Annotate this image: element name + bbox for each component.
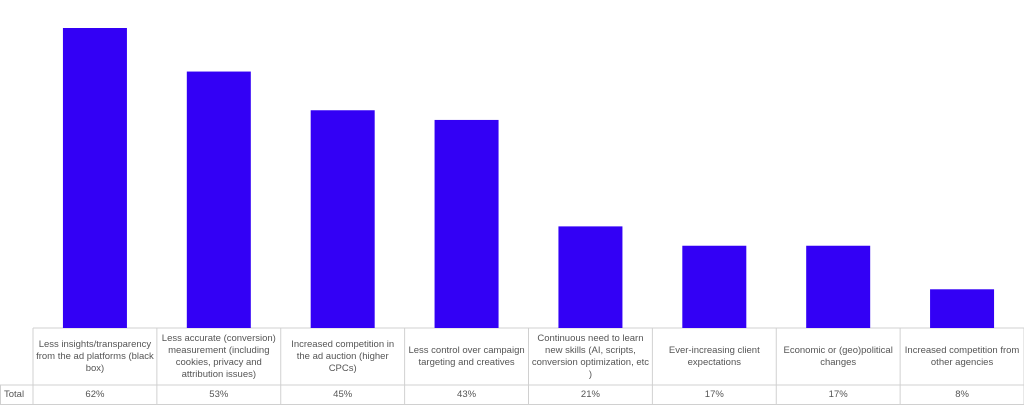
bar xyxy=(558,226,623,328)
value-label: 17% xyxy=(704,389,724,400)
row-label: Total xyxy=(4,389,25,400)
value-label: 21% xyxy=(580,389,600,400)
category-label: Economic or (geo)political changes xyxy=(783,345,893,368)
category-label: Less accurate (conversion) measurement (… xyxy=(161,333,276,380)
bar xyxy=(930,289,995,328)
value-label: 45% xyxy=(333,389,353,400)
value-label: 43% xyxy=(457,389,477,400)
category-label: Increased competition from other agencie… xyxy=(904,345,1020,368)
value-label: 53% xyxy=(209,389,229,400)
bar xyxy=(62,28,127,328)
category-label: Ever-increasing client expectations xyxy=(668,345,760,368)
category-label: Less control over campaign targeting and… xyxy=(408,345,525,368)
category-label: Continuous need to learn new skills (AI,… xyxy=(531,333,650,380)
value-label: 17% xyxy=(828,389,848,400)
bar xyxy=(682,245,747,328)
value-label: 62% xyxy=(85,389,105,400)
category-label: Increased competition in the ad auction … xyxy=(291,339,395,374)
category-label: Less insights/transparency from the ad p… xyxy=(36,339,154,374)
bar xyxy=(434,119,499,328)
bar xyxy=(806,245,871,328)
value-label: 8% xyxy=(955,389,969,400)
bar xyxy=(310,110,375,329)
bar xyxy=(186,71,251,328)
